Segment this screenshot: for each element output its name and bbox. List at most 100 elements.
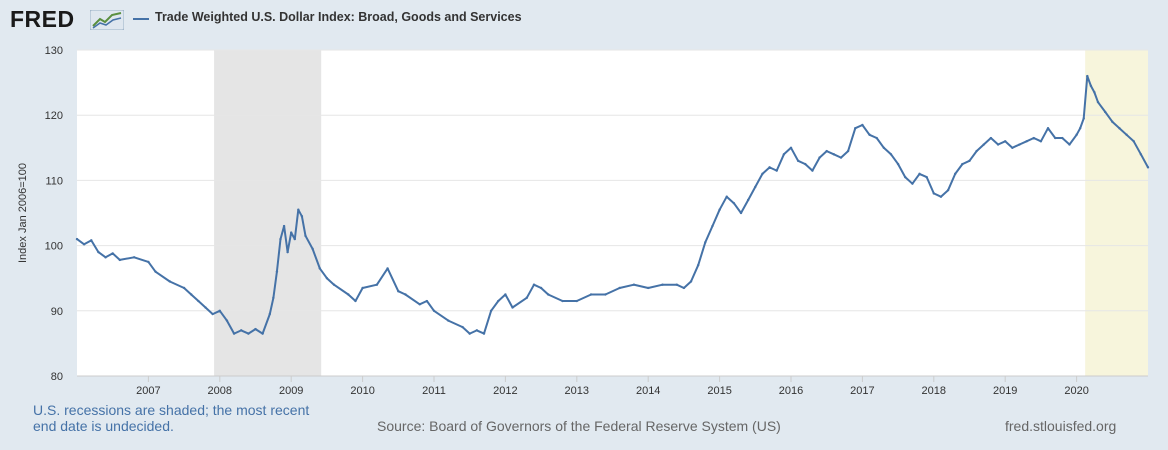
data-point[interactable] bbox=[354, 299, 357, 303]
data-point[interactable] bbox=[1139, 153, 1143, 156]
data-point[interactable] bbox=[132, 256, 136, 259]
data-point[interactable] bbox=[1032, 136, 1035, 140]
data-point[interactable] bbox=[618, 286, 621, 290]
data-point[interactable] bbox=[682, 286, 686, 290]
data-point[interactable] bbox=[190, 293, 193, 296]
data-point[interactable] bbox=[97, 250, 100, 254]
data-point[interactable] bbox=[268, 312, 271, 316]
data-point[interactable] bbox=[975, 149, 978, 153]
data-point[interactable] bbox=[539, 286, 543, 290]
data-point[interactable] bbox=[489, 309, 493, 312]
data-point[interactable] bbox=[511, 306, 514, 309]
data-point[interactable] bbox=[254, 327, 257, 331]
data-point[interactable] bbox=[796, 159, 800, 163]
data-point[interactable] bbox=[1046, 127, 1050, 130]
data-point[interactable] bbox=[197, 299, 200, 303]
data-point[interactable] bbox=[1089, 84, 1093, 88]
data-point[interactable] bbox=[204, 306, 207, 309]
site-link[interactable]: fred.stlouisfed.org bbox=[1005, 418, 1117, 434]
data-point[interactable] bbox=[1078, 127, 1082, 130]
data-point[interactable] bbox=[118, 258, 122, 262]
data-point[interactable] bbox=[300, 215, 304, 218]
data-point[interactable] bbox=[461, 325, 464, 329]
data-point[interactable] bbox=[532, 283, 536, 286]
data-point[interactable] bbox=[111, 252, 114, 255]
data-point[interactable] bbox=[418, 303, 421, 306]
data-point[interactable] bbox=[1004, 140, 1007, 143]
data-point[interactable] bbox=[632, 283, 636, 286]
data-point[interactable] bbox=[272, 296, 275, 299]
data-point[interactable] bbox=[475, 329, 479, 332]
data-point[interactable] bbox=[768, 166, 771, 169]
data-point[interactable] bbox=[1025, 140, 1028, 143]
data-point[interactable] bbox=[1082, 117, 1085, 120]
data-point[interactable] bbox=[240, 329, 243, 332]
data-point[interactable] bbox=[425, 299, 429, 303]
data-point[interactable] bbox=[939, 195, 943, 198]
data-point[interactable] bbox=[497, 299, 500, 303]
data-point[interactable] bbox=[804, 162, 807, 166]
data-point[interactable] bbox=[675, 283, 678, 286]
data-point[interactable] bbox=[1096, 100, 1100, 104]
data-point[interactable] bbox=[232, 332, 236, 335]
data-point[interactable] bbox=[275, 270, 279, 273]
data-point[interactable] bbox=[875, 136, 878, 140]
data-point[interactable] bbox=[696, 263, 700, 267]
data-point[interactable] bbox=[293, 237, 296, 241]
data-point[interactable] bbox=[432, 309, 436, 312]
data-point[interactable] bbox=[1039, 140, 1043, 143]
data-point[interactable] bbox=[889, 153, 893, 156]
data-point[interactable] bbox=[1132, 140, 1135, 143]
data-point[interactable] bbox=[818, 156, 821, 159]
data-point[interactable] bbox=[1061, 136, 1064, 140]
data-point[interactable] bbox=[904, 175, 907, 179]
data-point[interactable] bbox=[746, 198, 750, 202]
data-point[interactable] bbox=[1118, 127, 1121, 130]
data-point[interactable] bbox=[297, 208, 300, 211]
data-point[interactable] bbox=[989, 136, 993, 140]
data-point[interactable] bbox=[718, 208, 721, 211]
data-point[interactable] bbox=[468, 332, 471, 335]
fred-logo[interactable]: FRED bbox=[10, 6, 75, 32]
data-point[interactable] bbox=[375, 283, 379, 286]
data-point[interactable] bbox=[1075, 133, 1078, 136]
data-point[interactable] bbox=[604, 293, 607, 296]
data-point[interactable] bbox=[846, 149, 850, 153]
data-point[interactable] bbox=[504, 293, 507, 296]
series-layer[interactable] bbox=[75, 74, 1150, 335]
data-point[interactable] bbox=[711, 224, 714, 228]
data-point[interactable] bbox=[218, 309, 221, 312]
data-point[interactable] bbox=[839, 156, 843, 159]
data-point[interactable] bbox=[561, 299, 564, 303]
data-point[interactable] bbox=[789, 146, 793, 149]
data-point[interactable] bbox=[168, 280, 172, 283]
data-point[interactable] bbox=[154, 270, 157, 273]
data-point[interactable] bbox=[211, 312, 214, 316]
data-point[interactable] bbox=[82, 243, 86, 246]
data-point[interactable] bbox=[961, 162, 964, 166]
data-point[interactable] bbox=[90, 239, 93, 242]
data-point[interactable] bbox=[75, 237, 79, 241]
data-point[interactable] bbox=[954, 172, 957, 176]
data-point[interactable] bbox=[689, 280, 693, 283]
data-point[interactable] bbox=[811, 169, 814, 172]
data-point[interactable] bbox=[982, 143, 985, 146]
data-point[interactable] bbox=[704, 241, 707, 244]
data-point[interactable] bbox=[318, 267, 321, 270]
data-point[interactable] bbox=[861, 123, 864, 127]
data-point[interactable] bbox=[968, 159, 971, 163]
data-point[interactable] bbox=[482, 332, 486, 335]
data-point[interactable] bbox=[911, 182, 914, 185]
data-point[interactable] bbox=[882, 146, 886, 149]
data-point[interactable] bbox=[1068, 143, 1071, 146]
data-point[interactable] bbox=[347, 293, 350, 296]
data-point[interactable] bbox=[304, 234, 307, 238]
data-point[interactable] bbox=[1086, 74, 1089, 78]
data-point[interactable] bbox=[754, 185, 757, 189]
data-point[interactable] bbox=[647, 286, 650, 290]
data-point[interactable] bbox=[739, 211, 743, 215]
data-point[interactable] bbox=[1111, 120, 1114, 123]
data-point[interactable] bbox=[996, 143, 1000, 146]
data-point[interactable] bbox=[946, 188, 950, 192]
data-point[interactable] bbox=[261, 332, 264, 335]
